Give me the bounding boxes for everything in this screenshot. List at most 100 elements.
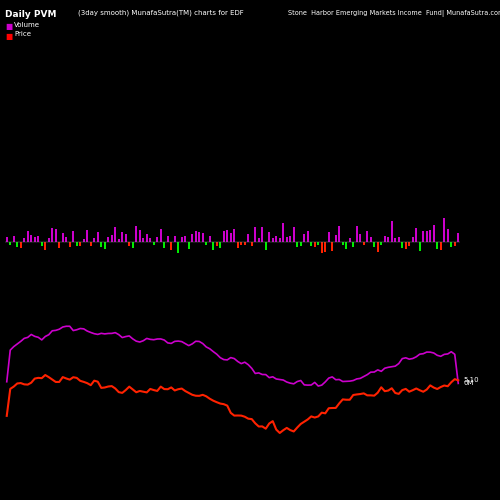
Bar (16, 242, 18, 246)
Bar (55, 229, 56, 242)
Bar (244, 242, 246, 245)
Bar (230, 232, 232, 242)
Text: (3day smooth) MunafaSutra(TM) charts for EDF: (3day smooth) MunafaSutra(TM) charts for… (78, 10, 243, 16)
Bar (209, 236, 210, 242)
Bar (223, 230, 224, 242)
Bar (370, 236, 372, 242)
Bar (360, 234, 361, 242)
Bar (318, 242, 319, 245)
Bar (398, 238, 400, 242)
Bar (108, 237, 109, 242)
Bar (206, 242, 207, 245)
Bar (251, 242, 252, 246)
Bar (436, 242, 438, 248)
Bar (338, 226, 340, 242)
Bar (114, 228, 116, 242)
Bar (342, 242, 344, 245)
Bar (352, 242, 354, 248)
Bar (356, 226, 358, 242)
Bar (416, 228, 417, 242)
Bar (62, 234, 64, 242)
Bar (272, 238, 274, 242)
Bar (321, 242, 322, 253)
Bar (433, 225, 434, 242)
Bar (111, 235, 112, 242)
Bar (304, 234, 305, 242)
Bar (324, 242, 326, 252)
Bar (220, 242, 221, 248)
Bar (132, 242, 134, 248)
Bar (279, 238, 280, 242)
Bar (97, 232, 98, 242)
Bar (310, 242, 312, 246)
Bar (146, 234, 148, 242)
Bar (58, 242, 60, 248)
Bar (90, 242, 92, 246)
Bar (80, 242, 81, 246)
Bar (412, 238, 414, 242)
Bar (447, 228, 448, 242)
Bar (216, 242, 218, 246)
Bar (300, 242, 302, 246)
Bar (248, 234, 249, 242)
Bar (237, 242, 238, 248)
Bar (125, 234, 126, 242)
Bar (174, 236, 176, 242)
Bar (419, 242, 420, 251)
Bar (363, 242, 364, 245)
Bar (44, 242, 46, 250)
Bar (314, 242, 316, 246)
Bar (430, 230, 431, 242)
Bar (164, 242, 165, 248)
Bar (100, 242, 102, 246)
Bar (66, 238, 67, 242)
Bar (76, 242, 78, 246)
Bar (30, 235, 32, 242)
Bar (254, 227, 256, 242)
Bar (136, 226, 137, 242)
Text: ■: ■ (5, 32, 12, 41)
Bar (422, 231, 424, 242)
Bar (346, 242, 347, 248)
Bar (188, 242, 190, 248)
Bar (153, 242, 154, 245)
Bar (41, 242, 42, 246)
Bar (282, 223, 284, 242)
Bar (24, 238, 25, 242)
Text: Price: Price (14, 32, 31, 38)
Bar (384, 236, 386, 242)
Bar (27, 230, 28, 242)
Text: Stone  Harbor Emerging Markets Income  Fund| MunafaSutra.com: Stone Harbor Emerging Markets Income Fun… (288, 10, 500, 17)
Bar (160, 229, 162, 242)
Bar (426, 230, 428, 242)
Text: Volume: Volume (14, 22, 40, 28)
Bar (290, 236, 291, 242)
Bar (94, 238, 95, 242)
Bar (167, 236, 168, 242)
Bar (307, 231, 308, 242)
Bar (405, 242, 406, 249)
Bar (139, 230, 140, 242)
Bar (293, 227, 294, 242)
Bar (118, 239, 120, 242)
Text: 5.10: 5.10 (464, 378, 479, 384)
Bar (34, 236, 35, 242)
Bar (328, 232, 330, 242)
Bar (276, 236, 277, 242)
Bar (377, 242, 378, 252)
Bar (178, 242, 179, 254)
Bar (240, 242, 242, 246)
Bar (38, 236, 39, 242)
Bar (20, 242, 21, 248)
Bar (286, 236, 288, 242)
Bar (374, 242, 375, 247)
Bar (258, 238, 260, 242)
Bar (6, 237, 8, 242)
Bar (198, 232, 200, 242)
Bar (128, 242, 130, 246)
Bar (48, 238, 50, 242)
Bar (440, 242, 442, 250)
Bar (402, 242, 403, 248)
Bar (391, 222, 392, 242)
Bar (366, 231, 368, 242)
